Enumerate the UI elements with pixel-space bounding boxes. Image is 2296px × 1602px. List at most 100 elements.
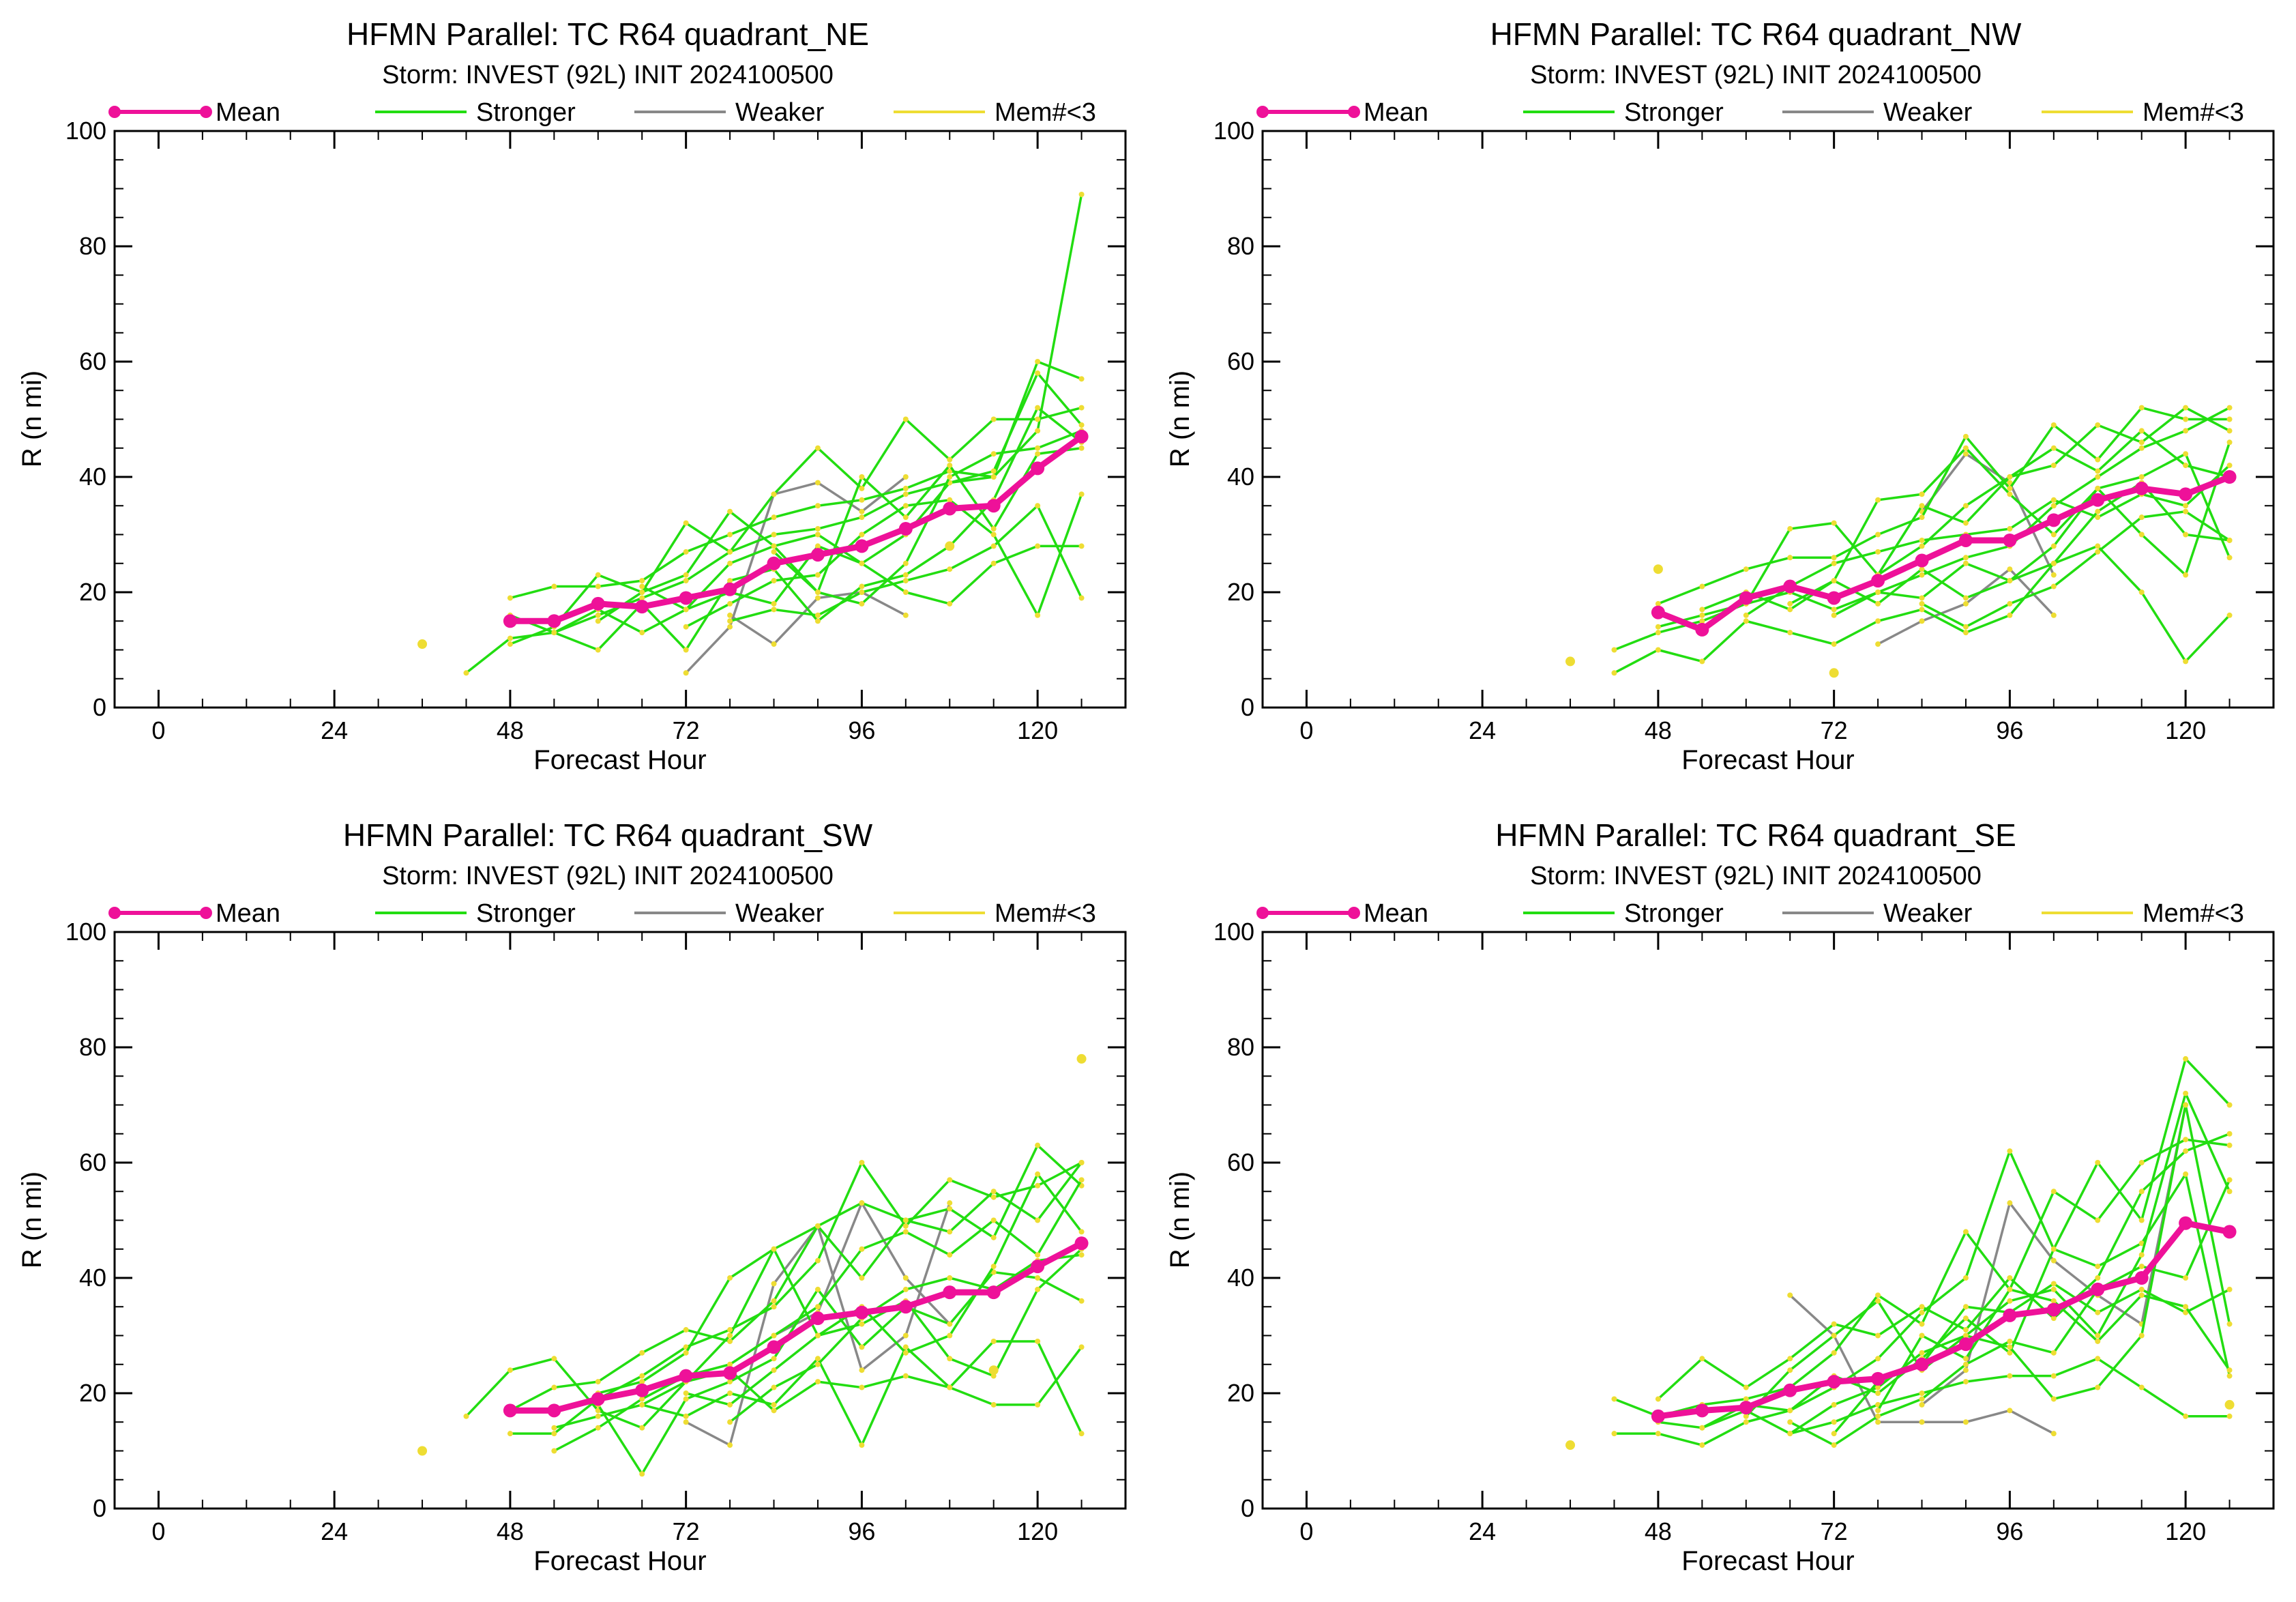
stronger-series-point — [2007, 491, 2013, 497]
weaker-series-point — [771, 1281, 777, 1287]
stronger-series-point — [683, 1327, 689, 1333]
stronger-series-point — [859, 1275, 865, 1281]
stronger-series-point — [1655, 647, 1661, 653]
y-tick-label: 100 — [65, 117, 106, 145]
x-tick-label: 72 — [673, 716, 700, 744]
stronger-series-point — [595, 1413, 601, 1419]
stronger-series-point — [1078, 491, 1085, 497]
stronger-series-point — [902, 1286, 909, 1292]
mean-series-point — [1739, 1401, 1753, 1415]
stronger-series-point — [683, 1390, 689, 1396]
stronger-series-point — [990, 1194, 997, 1200]
stronger-series-line — [597, 1270, 1083, 1476]
stronger-series-point — [859, 1246, 865, 1252]
weaker-series-point — [727, 624, 733, 630]
stronger-series-point — [771, 1332, 777, 1339]
stronger-series-point — [859, 600, 865, 607]
weaker-series-point — [1962, 1419, 1969, 1425]
stronger-series-point — [639, 583, 645, 589]
stronger-series-point — [2183, 428, 2189, 434]
weaker-series-point — [683, 1419, 689, 1425]
stronger-series-point — [507, 1367, 513, 1373]
x-tick-label: 120 — [1017, 716, 1058, 744]
stronger-series-point — [1078, 1229, 1085, 1235]
stronger-series-point — [2226, 555, 2233, 561]
y-tick-label: 40 — [79, 1264, 106, 1292]
stronger-series-point — [1035, 503, 1041, 509]
stronger-series-point — [1831, 612, 1837, 618]
stronger-series-point — [727, 1332, 733, 1339]
stronger-series-line — [1658, 406, 2230, 605]
stronger-series-point — [1831, 555, 1837, 561]
stronger-series-point — [859, 497, 865, 503]
x-tick-label: 72 — [673, 1517, 700, 1545]
x-tick-label: 0 — [151, 1517, 165, 1545]
stronger-series-point — [551, 1448, 557, 1454]
stronger-series-point — [1035, 1401, 1041, 1408]
stronger-series-point — [814, 1379, 821, 1385]
stronger-series-point — [1919, 1309, 1925, 1315]
mean-series-point — [2222, 1225, 2237, 1239]
stronger-series-point — [1831, 1332, 1837, 1339]
stronger-series-point — [947, 1275, 953, 1281]
legend-marker-mean-start — [108, 106, 121, 118]
stronger-series-point — [2226, 1102, 2233, 1108]
stronger-series-point — [1875, 1384, 1881, 1390]
x-tick-label: 24 — [321, 1517, 348, 1545]
stronger-series-line — [1921, 510, 2231, 628]
stronger-series-point — [727, 1401, 733, 1408]
stronger-series-point — [859, 1442, 865, 1448]
weaker-series-point — [683, 670, 689, 676]
stronger-series-point — [2050, 1246, 2057, 1252]
stronger-series-point — [2007, 1275, 2013, 1281]
weaker-series-point — [814, 480, 821, 486]
chart-title: HFMN Parallel: TC R64 quadrant_SE — [1495, 817, 2016, 853]
stronger-series-point — [1919, 1350, 1925, 1356]
stronger-series-point — [859, 1344, 865, 1350]
mean-series-point — [2003, 533, 2017, 547]
stronger-series-point — [902, 1373, 909, 1379]
stronger-series-point — [2007, 1350, 2013, 1356]
x-tick-label: 96 — [848, 1517, 875, 1545]
mean-series-point — [2091, 1282, 2105, 1296]
stronger-series-point — [2226, 416, 2233, 422]
stronger-series-point — [1787, 1419, 1793, 1425]
stronger-series-point — [727, 1390, 733, 1396]
stronger-series-point — [2050, 1373, 2057, 1379]
stronger-series-point — [2050, 543, 2057, 549]
stronger-series-point — [859, 1321, 865, 1327]
stronger-series-point — [2095, 1160, 2101, 1165]
x-axis-label: Forecast Hour — [533, 745, 706, 775]
stronger-series-point — [1035, 1286, 1041, 1292]
mean-series-point — [1827, 1375, 1841, 1389]
x-tick-label: 120 — [2165, 1517, 2206, 1545]
stronger-series-point — [1919, 1390, 1925, 1396]
y-tick-label: 100 — [1213, 918, 1254, 946]
legend-label-mean: Mean — [1364, 98, 1428, 127]
legend-marker-mean-start — [108, 907, 121, 919]
mean-series-point — [2003, 1308, 2017, 1322]
weaker-series-point — [2007, 480, 2013, 486]
stronger-series-point — [1875, 1390, 1881, 1396]
stronger-series-point — [1831, 1401, 1837, 1408]
chart-subtitle: Storm: INVEST (92L) INIT 2024100500 — [382, 61, 834, 89]
stronger-series-point — [2138, 1252, 2145, 1258]
mean-series-point — [986, 499, 1001, 513]
mean-series-point — [1958, 533, 1973, 547]
mean-series-point — [1827, 591, 1841, 605]
stronger-series-point — [947, 566, 953, 572]
weaker-series-point — [902, 612, 909, 618]
stronger-series-point — [2183, 451, 2189, 457]
x-tick-label: 72 — [1821, 1517, 1848, 1545]
legend-label-weaker: Weaker — [735, 98, 825, 127]
weaker-series-point — [727, 612, 733, 618]
mean-series-point — [1695, 1403, 1709, 1418]
y-tick-label: 80 — [1227, 1033, 1254, 1061]
stronger-series-point — [990, 474, 997, 480]
x-tick-label: 24 — [1469, 1517, 1496, 1545]
stronger-series-point — [1078, 405, 1085, 411]
mean-series-point — [723, 582, 737, 596]
stronger-series-point — [727, 1361, 733, 1367]
stronger-series-point — [2007, 578, 2013, 584]
stronger-series-point — [2007, 612, 2013, 618]
